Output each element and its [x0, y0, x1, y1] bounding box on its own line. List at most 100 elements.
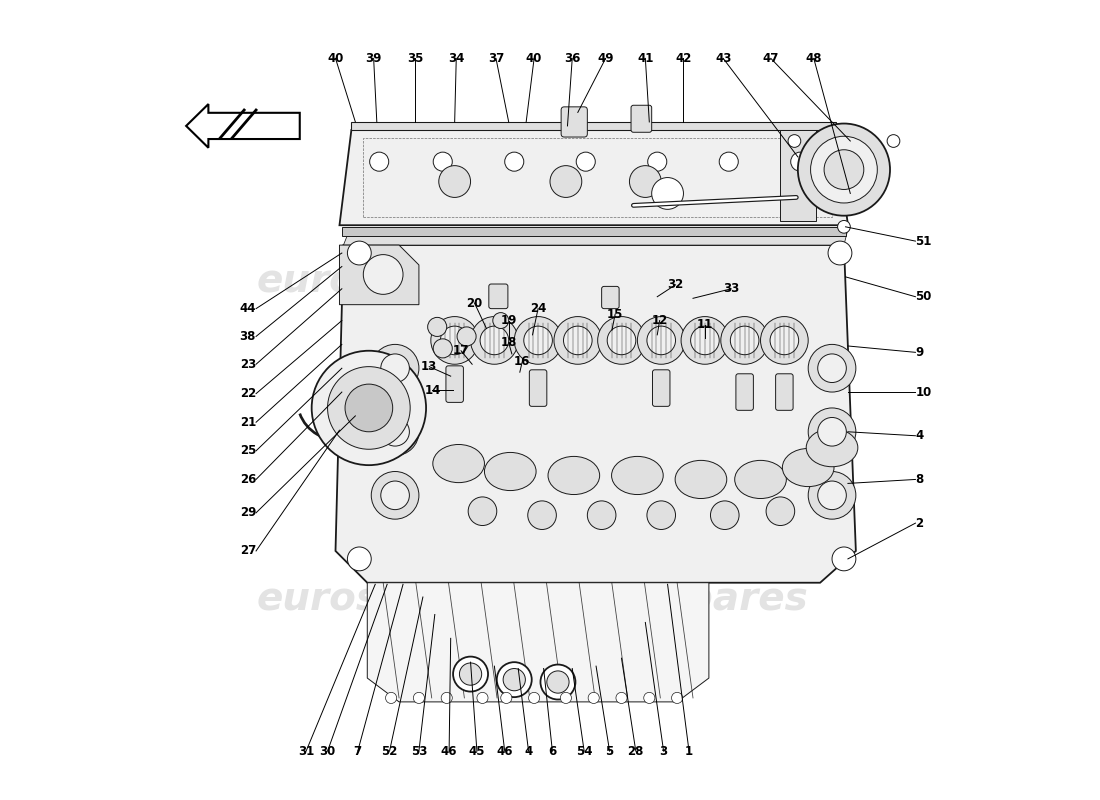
Text: 2: 2 [915, 517, 924, 530]
Circle shape [887, 134, 900, 147]
Text: eurospares: eurospares [562, 580, 807, 618]
Text: 44: 44 [240, 302, 256, 315]
FancyBboxPatch shape [602, 286, 619, 309]
FancyBboxPatch shape [776, 374, 793, 410]
Text: 42: 42 [675, 52, 692, 65]
Polygon shape [340, 130, 848, 226]
Circle shape [433, 152, 452, 171]
Circle shape [597, 317, 646, 364]
Text: 3: 3 [660, 745, 668, 758]
Text: 46: 46 [496, 745, 513, 758]
Circle shape [828, 241, 851, 265]
Text: 54: 54 [576, 745, 593, 758]
Text: 33: 33 [723, 282, 739, 295]
Circle shape [808, 344, 856, 392]
Text: 25: 25 [240, 444, 256, 458]
Circle shape [629, 166, 661, 198]
Circle shape [441, 692, 452, 703]
Text: 34: 34 [448, 52, 464, 65]
Circle shape [720, 317, 769, 364]
Text: 12: 12 [651, 314, 668, 327]
Circle shape [328, 366, 410, 450]
Circle shape [576, 152, 595, 171]
Text: 38: 38 [240, 330, 256, 343]
Circle shape [540, 665, 575, 699]
Circle shape [381, 418, 409, 446]
Circle shape [439, 166, 471, 198]
Text: 49: 49 [597, 52, 614, 65]
Circle shape [811, 136, 878, 203]
Circle shape [817, 418, 846, 446]
FancyArrow shape [186, 104, 300, 148]
Circle shape [560, 692, 572, 703]
Circle shape [563, 326, 592, 354]
Polygon shape [351, 122, 836, 130]
Circle shape [493, 313, 508, 329]
FancyBboxPatch shape [736, 374, 754, 410]
Circle shape [414, 692, 425, 703]
Text: 4: 4 [525, 745, 532, 758]
Circle shape [637, 317, 685, 364]
Circle shape [730, 326, 759, 354]
Circle shape [788, 134, 801, 147]
Circle shape [791, 152, 810, 171]
Text: 40: 40 [328, 52, 343, 65]
Ellipse shape [612, 457, 663, 494]
Text: 46: 46 [441, 745, 458, 758]
Circle shape [381, 354, 409, 382]
Circle shape [587, 501, 616, 530]
Text: 18: 18 [500, 336, 517, 350]
Circle shape [837, 221, 850, 233]
Circle shape [832, 547, 856, 571]
Ellipse shape [432, 445, 484, 482]
Text: 51: 51 [915, 234, 932, 248]
Circle shape [644, 692, 654, 703]
Text: 43: 43 [715, 52, 732, 65]
Circle shape [711, 501, 739, 530]
Circle shape [515, 317, 562, 364]
FancyBboxPatch shape [561, 107, 587, 137]
Circle shape [458, 327, 476, 346]
Circle shape [547, 671, 569, 693]
Circle shape [385, 692, 397, 703]
Circle shape [431, 317, 478, 364]
FancyBboxPatch shape [342, 227, 846, 236]
Circle shape [528, 501, 557, 530]
Circle shape [469, 497, 497, 526]
Circle shape [647, 326, 675, 354]
Circle shape [477, 692, 488, 703]
Text: 39: 39 [365, 52, 382, 65]
Text: 14: 14 [425, 384, 441, 397]
Circle shape [428, 318, 447, 337]
Circle shape [460, 663, 482, 686]
Circle shape [691, 326, 719, 354]
Text: 19: 19 [500, 314, 517, 327]
Circle shape [433, 339, 452, 358]
Circle shape [817, 481, 846, 510]
Circle shape [503, 669, 526, 690]
Text: 50: 50 [915, 290, 932, 303]
Text: 9: 9 [915, 346, 924, 359]
Text: eurospares: eurospares [256, 580, 502, 618]
Text: 21: 21 [240, 416, 256, 429]
Text: 5: 5 [605, 745, 614, 758]
Circle shape [372, 408, 419, 456]
Circle shape [607, 326, 636, 354]
Circle shape [370, 152, 388, 171]
Ellipse shape [675, 460, 727, 498]
Ellipse shape [735, 460, 786, 498]
Circle shape [528, 692, 540, 703]
Circle shape [719, 152, 738, 171]
Circle shape [647, 501, 675, 530]
Text: 1: 1 [685, 745, 693, 758]
Text: eurospares: eurospares [562, 262, 807, 300]
Text: 17: 17 [453, 344, 469, 358]
Circle shape [471, 317, 518, 364]
Circle shape [348, 241, 372, 265]
Text: 20: 20 [466, 297, 483, 310]
Ellipse shape [548, 457, 600, 494]
Text: eurospares: eurospares [256, 262, 502, 300]
FancyBboxPatch shape [631, 106, 651, 132]
FancyBboxPatch shape [488, 284, 508, 309]
Polygon shape [367, 582, 708, 702]
